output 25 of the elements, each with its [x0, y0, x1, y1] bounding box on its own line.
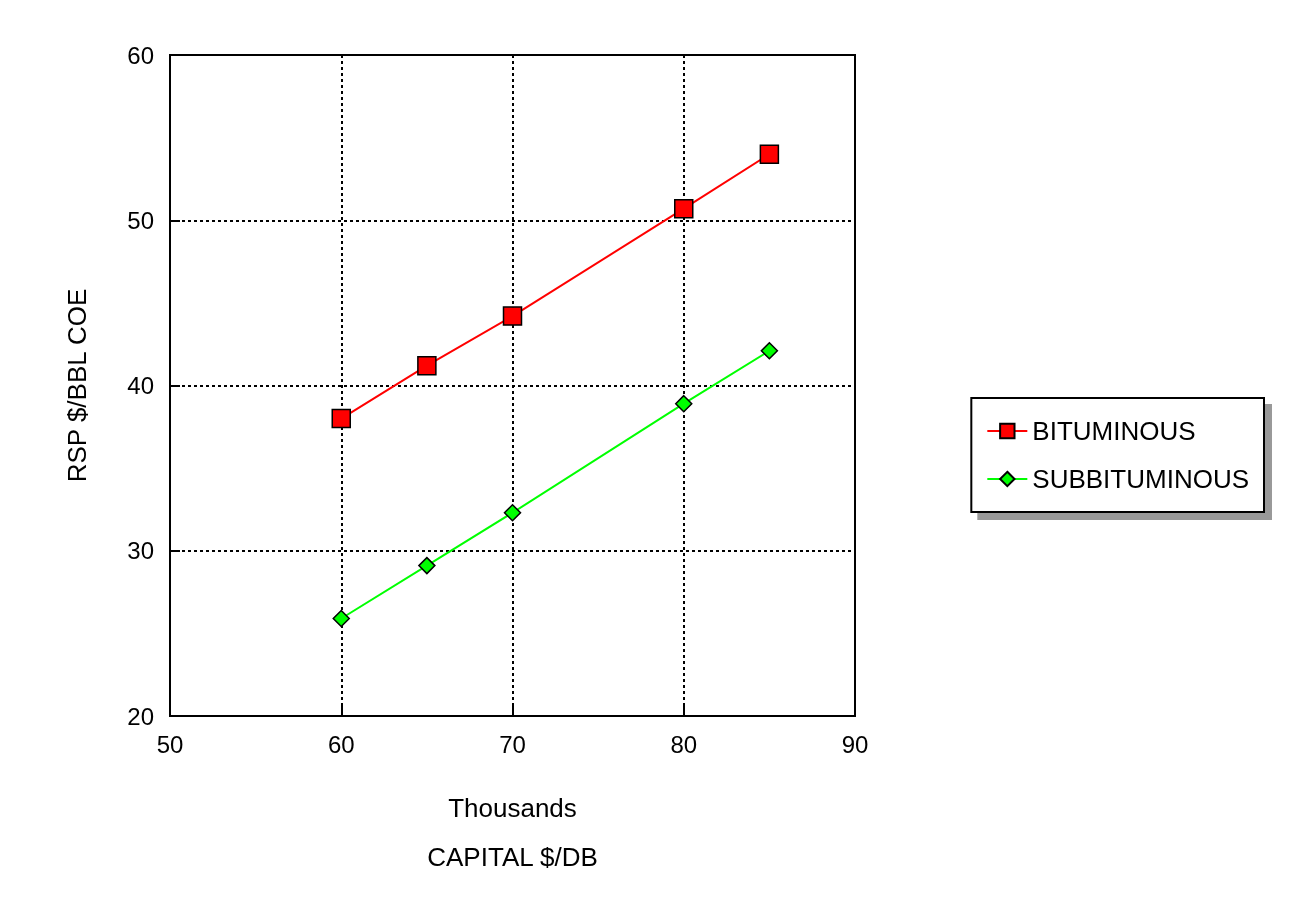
legend-label: SUBBITUMINOUS — [1032, 464, 1249, 494]
x-tick-label: 50 — [156, 730, 184, 758]
text: Thousands — [448, 793, 577, 823]
y-tick-label: 30 — [127, 537, 154, 565]
point — [503, 503, 522, 522]
y-tick-label: 50 — [127, 206, 154, 234]
point — [502, 306, 523, 326]
x-tick-label: 60 — [327, 730, 355, 758]
y-tick-label: 60 — [127, 41, 154, 69]
point — [759, 144, 780, 164]
y-axis-title: RSP $/BBL COE — [62, 288, 92, 483]
x-tick-label: 80 — [670, 730, 698, 758]
point — [417, 355, 437, 376]
point — [674, 198, 694, 219]
x-axis-title: CAPITAL $/DB — [427, 842, 598, 872]
legend-label: BITUMINOUS — [1032, 416, 1196, 446]
point — [675, 394, 693, 413]
x-tick-label: 90 — [841, 730, 869, 758]
x-tick-label: 70 — [499, 730, 526, 758]
y-tick-label: 20 — [127, 702, 154, 730]
point — [332, 609, 350, 628]
point — [418, 556, 436, 575]
point — [760, 342, 779, 360]
y-tick-label: 40 — [127, 372, 154, 399]
point — [331, 408, 351, 429]
